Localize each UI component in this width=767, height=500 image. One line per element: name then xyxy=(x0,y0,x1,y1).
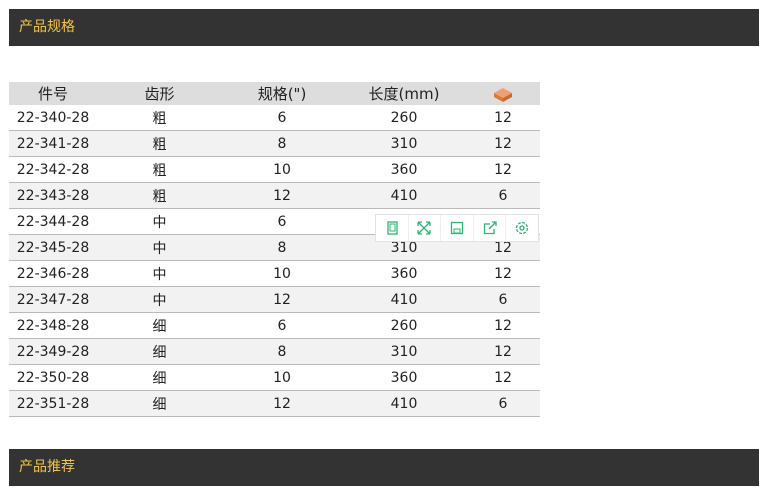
table-cell: 粗 xyxy=(97,130,222,157)
table-cell: 260 xyxy=(342,312,466,339)
copy-button[interactable] xyxy=(376,215,409,241)
table-cell: 360 xyxy=(342,364,466,391)
table-cell: 12 xyxy=(466,130,540,157)
table-cell: 粗 xyxy=(97,105,222,131)
expand-button[interactable] xyxy=(409,215,442,241)
table-cell: 12 xyxy=(466,364,540,391)
table-cell: 10 xyxy=(222,364,342,391)
table-cell: 12 xyxy=(466,260,540,287)
table-cell: 22-343-28 xyxy=(9,182,97,209)
table-row: 22-351-28 细 12 410 6 xyxy=(9,390,540,417)
table-cell: 410 xyxy=(342,182,466,209)
table-cell: 6 xyxy=(466,182,540,209)
table-cell: 22-344-28 xyxy=(9,208,97,235)
column-header xyxy=(466,82,540,105)
table-cell: 中 xyxy=(97,208,222,235)
table-cell: 12 xyxy=(466,312,540,339)
table-row: 22-340-28 粗 6 260 12 xyxy=(9,105,540,131)
settings-button[interactable] xyxy=(506,215,538,241)
table-cell: 360 xyxy=(342,156,466,183)
settings-icon xyxy=(516,221,529,235)
table-cell: 410 xyxy=(342,390,466,417)
table-cell: 粗 xyxy=(97,156,222,183)
table-cell: 22-341-28 xyxy=(9,130,97,157)
table-cell: 22-345-28 xyxy=(9,234,97,261)
table-cell: 22-348-28 xyxy=(9,312,97,339)
table-cell: 360 xyxy=(342,260,466,287)
table-cell: 6 xyxy=(222,105,342,131)
table-row: 22-350-28 细 10 360 12 xyxy=(9,364,540,391)
table-cell: 6 xyxy=(222,208,342,235)
box-icon xyxy=(494,87,512,102)
table-cell: 22-346-28 xyxy=(9,260,97,287)
table-row: 22-345-28 中 8 310 12 xyxy=(9,234,540,261)
table-cell: 22-349-28 xyxy=(9,338,97,365)
copy-icon xyxy=(387,221,398,235)
table-cell: 310 xyxy=(342,130,466,157)
toolbar xyxy=(375,214,539,242)
table-cell: 22-342-28 xyxy=(9,156,97,183)
table-row: 22-342-28 粗 10 360 12 xyxy=(9,156,540,183)
expand-icon xyxy=(417,221,432,235)
table-row: 22-348-28 细 6 260 12 xyxy=(9,312,540,339)
share-button[interactable] xyxy=(474,215,507,241)
table-row: 22-349-28 细 8 310 12 xyxy=(9,338,540,365)
table-cell: 中 xyxy=(97,286,222,313)
column-header: 件号 xyxy=(9,82,97,105)
table-cell: 10 xyxy=(222,156,342,183)
section-header: 产品规格 xyxy=(9,9,759,46)
table-row: 22-343-28 粗 12 410 6 xyxy=(9,182,540,209)
save-icon xyxy=(450,221,464,235)
column-header: 规格(") xyxy=(222,82,342,105)
table-row: 22-346-28 中 10 360 12 xyxy=(9,260,540,287)
table-cell: 22-340-28 xyxy=(9,105,97,131)
table-cell: 12 xyxy=(466,105,540,131)
table-cell: 8 xyxy=(222,130,342,157)
table-cell: 10 xyxy=(222,260,342,287)
table-cell: 12 xyxy=(222,182,342,209)
table-cell: 12 xyxy=(466,156,540,183)
table-cell: 细 xyxy=(97,338,222,365)
column-header: 长度(mm) xyxy=(342,82,466,105)
table-cell: 410 xyxy=(342,286,466,313)
table-cell: 中 xyxy=(97,234,222,261)
table-cell: 细 xyxy=(97,390,222,417)
table-cell: 8 xyxy=(222,234,342,261)
table-cell: 粗 xyxy=(97,182,222,209)
table-cell: 22-347-28 xyxy=(9,286,97,313)
table-body: 22-340-28 粗 6 260 12 22-341-28 粗 8 310 12 22-342-2… xyxy=(9,105,540,417)
table-header: 件号 齿形 规格(") 长度(mm) xyxy=(9,82,540,105)
table-cell: 12 xyxy=(222,286,342,313)
table-cell: 260 xyxy=(342,105,466,131)
table-cell: 8 xyxy=(222,338,342,365)
spec-table: 件号 齿形 规格(") 长度(mm) 22-340-28 粗 6 260 12 22-341-2… xyxy=(9,82,540,417)
save-button[interactable] xyxy=(441,215,474,241)
table-row: 22-347-28 中 12 410 6 xyxy=(9,286,540,313)
table-row: 22-341-28 粗 8 310 12 xyxy=(9,130,540,157)
table-cell: 6 xyxy=(222,312,342,339)
table-cell: 22-350-28 xyxy=(9,364,97,391)
table-cell: 310 xyxy=(342,338,466,365)
table-cell: 细 xyxy=(97,364,222,391)
table-cell: 12 xyxy=(466,338,540,365)
table-cell: 中 xyxy=(97,260,222,287)
section-header: 产品推荐 xyxy=(9,449,759,486)
table-cell: 细 xyxy=(97,312,222,339)
table-cell: 6 xyxy=(466,390,540,417)
table-cell: 12 xyxy=(222,390,342,417)
column-header: 齿形 xyxy=(97,82,222,105)
share-icon xyxy=(483,221,497,235)
table-cell: 6 xyxy=(466,286,540,313)
table-cell: 22-351-28 xyxy=(9,390,97,417)
